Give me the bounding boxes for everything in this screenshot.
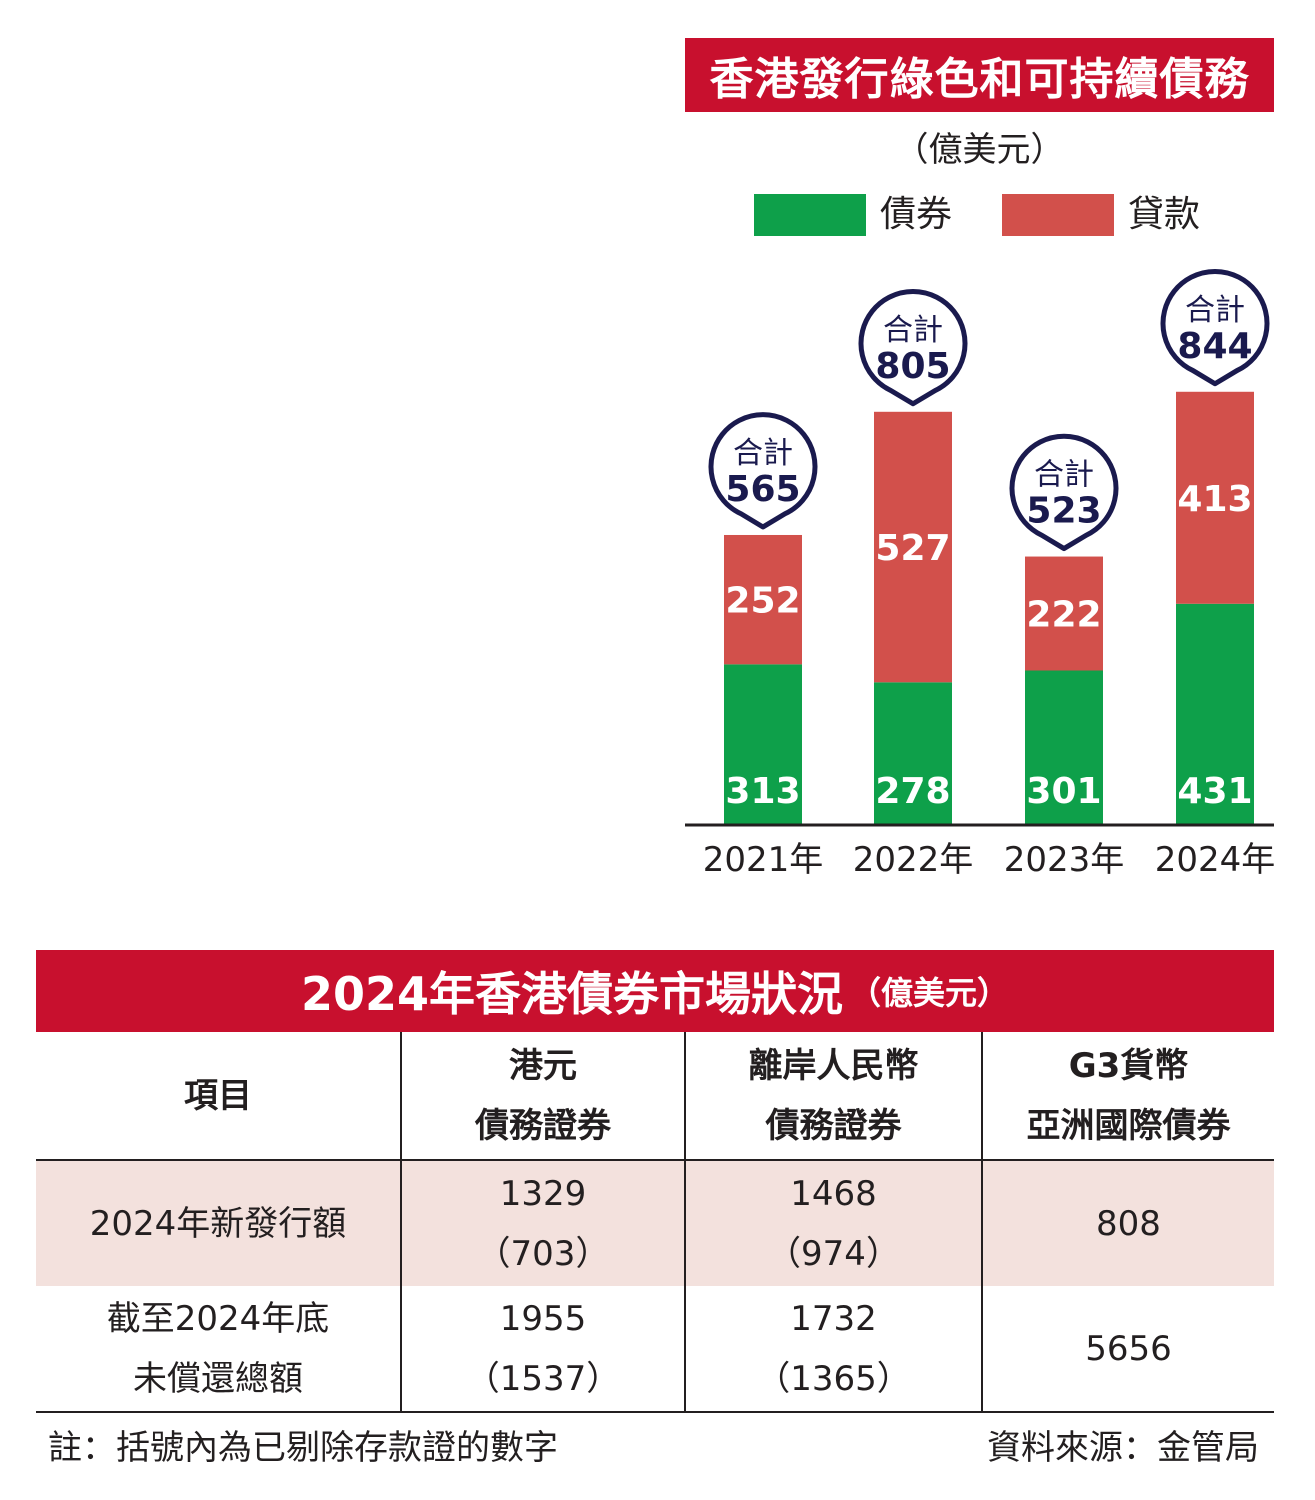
cell-text: （1365）	[756, 1358, 911, 1399]
cell-text: 1468	[790, 1173, 877, 1214]
chart-unit: （億美元）	[894, 130, 1065, 170]
legend-label-bond: 債券	[880, 194, 953, 235]
data-label-bond-3: 431	[1177, 771, 1252, 812]
table-header-cell: 港元 債務證券	[400, 1032, 685, 1161]
header-text: 離岸人民幣	[748, 1045, 919, 1086]
table-row: 截至2024年底 未償還總額 1955 （1537） 1732 （1365） 5656	[36, 1286, 1274, 1413]
total-value-2: 523	[1026, 491, 1101, 532]
data-label-loan-1: 527	[875, 528, 950, 569]
cell-text: 截至2024年底	[106, 1298, 330, 1339]
chart-legend: 債券 貸款	[685, 190, 1274, 240]
x-tick-label-2: 2023年	[1004, 840, 1125, 880]
cell-text: （703）	[476, 1233, 610, 1274]
bar-bond-2	[1025, 670, 1103, 825]
table-body: 2024年新發行額 1329 （703） 1468 （974） 808 截至2024年底 未償…	[36, 1160, 1274, 1413]
cell-text: 1732	[790, 1298, 877, 1339]
bar-loan-1	[874, 411, 952, 683]
total-label-1: 合計	[883, 313, 943, 348]
table-unit: （億美元）	[849, 974, 1010, 1012]
header-text: 項目	[184, 1075, 252, 1116]
data-label-bond-1: 278	[875, 771, 950, 812]
table-cell: 截至2024年底 未償還總額	[36, 1286, 401, 1413]
stacked-bar-chart: 313252合計5652021年278527合計8052022年301222合計…	[685, 269, 1274, 880]
total-bubble-1	[858, 289, 968, 407]
data-label-loan-0: 252	[725, 581, 800, 622]
cell-text: 5656	[1085, 1328, 1172, 1369]
header-text: 亞洲國際債券	[1026, 1105, 1231, 1146]
footnote: 註：括號內為已剔除存款證的數字	[48, 1428, 558, 1468]
table-title: 2024年香港債券市場狀況 （億美元）	[36, 950, 1274, 1032]
table-cell: 1732 （1365）	[684, 1286, 982, 1413]
data-label-bond-2: 301	[1026, 771, 1101, 812]
header-text: G3貨幣	[1068, 1045, 1189, 1086]
table-cell: 5656	[981, 1286, 1274, 1413]
cell-text: （974）	[767, 1233, 900, 1274]
table-cell: 808	[981, 1160, 1274, 1286]
bar-loan-2	[1025, 556, 1103, 671]
table-header-cell: G3貨幣亞洲國際債券	[981, 1032, 1274, 1161]
table-cell: 1955 （1537）	[400, 1286, 685, 1413]
chart-title: 香港發行綠色和可持續債務	[685, 38, 1274, 112]
table-title-text: 2024年香港債券市場狀況	[300, 967, 843, 1021]
cell-text: 1955	[499, 1298, 587, 1339]
total-value-3: 844	[1177, 326, 1252, 367]
total-label-3: 合計	[1185, 293, 1245, 328]
total-value-0: 565	[725, 469, 800, 510]
cell-text: 2024年新發行額	[89, 1203, 347, 1244]
total-label-0: 合計	[733, 436, 793, 471]
legend-label-loan: 貸款	[1128, 194, 1201, 235]
legend-swatch-loan	[1002, 194, 1114, 236]
x-tick-label-3: 2024年	[1155, 840, 1274, 880]
total-label-2: 合計	[1034, 458, 1094, 493]
total-value-1: 805	[875, 346, 950, 387]
table-cell: 1329 （703）	[400, 1160, 685, 1286]
total-bubble-0	[708, 412, 818, 530]
total-bubble-3	[1160, 269, 1270, 387]
table-row: 2024年新發行額 1329 （703） 1468 （974） 808	[36, 1160, 1274, 1286]
total-bubble-2	[1009, 433, 1119, 552]
header-text: 港元	[509, 1045, 577, 1086]
cell-text: 808	[1096, 1203, 1161, 1244]
bar-bond-1	[874, 682, 952, 825]
header-text: 債務證券	[765, 1105, 902, 1146]
header-text: 債務證券	[475, 1105, 611, 1146]
bar-loan-0	[724, 534, 802, 665]
x-tick-label-1: 2022年	[853, 840, 974, 880]
table-header-cell: 項目	[36, 1032, 401, 1161]
data-label-loan-3: 413	[1177, 479, 1252, 520]
legend-swatch-bond	[754, 194, 866, 236]
source-note: 資料來源：金管局	[987, 1428, 1259, 1468]
cell-text: 1329	[499, 1173, 587, 1214]
data-label-bond-0: 313	[725, 771, 800, 812]
cell-text: 未償還總額	[133, 1358, 303, 1399]
bond-market-table: 項目 港元 債務證券 離岸人民幣 債務證券 G3貨幣 亞洲國際債券 2024年新發行額 132…	[36, 1032, 1274, 1413]
table-cell: 2024年新發行額	[36, 1160, 401, 1286]
cell-text: （1537）	[465, 1358, 621, 1399]
table-cell: 1468 （974）	[684, 1160, 982, 1286]
bar-loan-3	[1176, 391, 1254, 604]
table-header-row: 項目 港元 債務證券 離岸人民幣 債務證券 G3貨幣 亞洲國際債券	[36, 1032, 1274, 1161]
data-label-loan-2: 222	[1026, 595, 1101, 636]
x-tick-label-0: 2021年	[703, 840, 824, 880]
bar-bond-3	[1176, 603, 1254, 825]
bar-bond-0	[724, 664, 802, 825]
table-header-cell: 離岸人民幣 債務證券	[684, 1032, 982, 1161]
